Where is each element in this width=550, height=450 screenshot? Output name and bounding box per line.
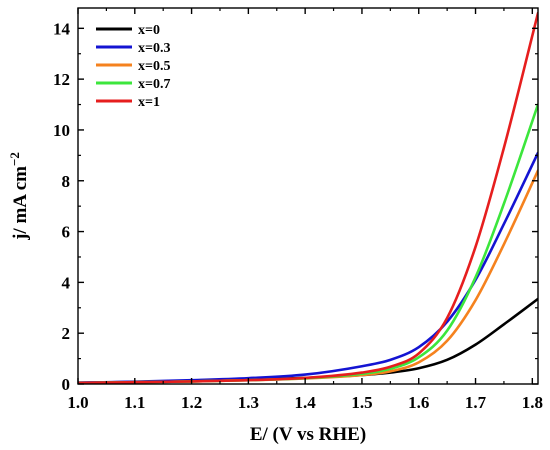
y-tick-label: 6 — [62, 223, 71, 242]
legend-item: x=0.5 — [96, 59, 170, 74]
y-axis-title: j/ mA cm−2 — [7, 152, 31, 241]
series-line-3 — [78, 103, 538, 384]
legend-label: x=0.3 — [138, 41, 170, 56]
plot-frame — [77, 7, 539, 385]
y-tick-label: 2 — [62, 324, 71, 343]
x-axis-title: E/ (V vs RHE) — [250, 424, 366, 445]
legend-label: x=0.5 — [138, 59, 170, 74]
legend-item: x=0.7 — [96, 77, 170, 92]
axes: 1.0 1.1 1.2 1.3 1.4 1.5 1.6 1.7 1.8 0 2 4 6 8 10 12 14 E/… — [7, 7, 543, 445]
y-tick-label: 10 — [53, 121, 70, 140]
series-line-2 — [78, 169, 538, 384]
y-tick-label: 4 — [62, 273, 71, 292]
x-tick-label: 1.8 — [522, 393, 543, 412]
x-tick-label: 1.3 — [238, 393, 259, 412]
x-tick-label: 1.5 — [351, 393, 372, 412]
legend-label: x=1 — [138, 95, 160, 110]
y-tick-label: 14 — [53, 19, 71, 38]
x-tick-label: 1.2 — [181, 393, 202, 412]
x-tick-label: 1.1 — [124, 393, 145, 412]
x-tick-label: 1.7 — [465, 393, 487, 412]
x-tick-label: 1.6 — [408, 393, 429, 412]
y-tick-label: 12 — [53, 70, 70, 89]
legend-item: x=1 — [96, 95, 160, 110]
x-tick-label: 1.0 — [67, 393, 88, 412]
legend-label: x=0 — [138, 23, 160, 38]
y-tick-label: 0 — [62, 375, 71, 394]
legend-item: x=0 — [96, 23, 160, 38]
legend-item: x=0.3 — [96, 41, 170, 56]
legend-label: x=0.7 — [138, 77, 170, 92]
x-tick-label: 1.4 — [295, 393, 317, 412]
y-tick-label: 8 — [62, 172, 71, 191]
legend: x=0 x=0.3 x=0.5 x=0.7 x=1 — [96, 23, 170, 110]
